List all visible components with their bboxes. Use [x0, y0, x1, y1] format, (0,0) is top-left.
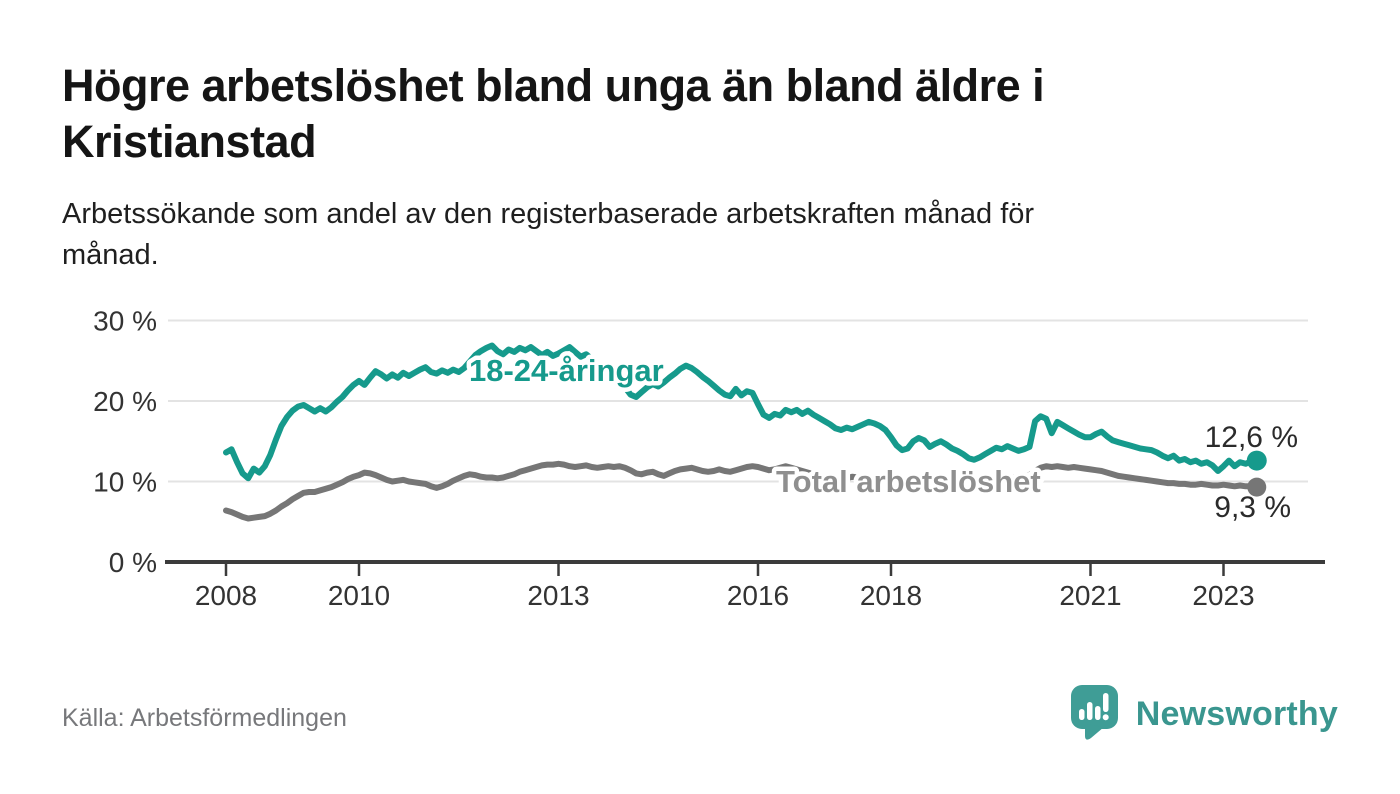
- logo-bubble-tail: [1084, 724, 1104, 740]
- logo-bubble: [1070, 685, 1118, 729]
- series-label-youth: 18-24-åringar: [469, 353, 664, 388]
- x-axis-tick-label-2010: 2010: [328, 580, 390, 611]
- x-axis-tick-label-2023: 2023: [1192, 580, 1254, 611]
- page-title-line2: Kristianstad: [62, 116, 317, 167]
- series-label-total: Total arbetslöshet: [776, 464, 1041, 499]
- end-dot-total: [1247, 477, 1267, 497]
- y-axis-tick-label-20: 20 %: [93, 386, 157, 417]
- series-line-total: [223, 460, 1260, 522]
- x-axis-tick-label-2016: 2016: [727, 580, 789, 611]
- x-axis-tick-label-2018: 2018: [860, 580, 922, 611]
- y-axis-tick-label-0: 0 %: [109, 547, 157, 578]
- newsworthy-logo-icon: [1070, 685, 1118, 740]
- page-title: Högre arbetslöshet bland unga än bland ä…: [62, 58, 1342, 170]
- newsworthy-logo: Newsworthy: [1070, 684, 1338, 744]
- newsworthy-logo-text: Newsworthy: [1135, 694, 1338, 733]
- y-axis-tick-label-10: 10 %: [93, 467, 157, 498]
- unemployment-line-chart: 0 % 10 % 20 % 30 % 2008 2010 2013 2016 2018 2021 2…: [93, 306, 1325, 611]
- end-value-label-total: 9,3 %: [1214, 491, 1291, 524]
- page-title-line1: Högre arbetslöshet bland unga än bland ä…: [62, 60, 1045, 111]
- x-axis-tick-label-2021: 2021: [1059, 580, 1121, 611]
- logo-bar-2: [1086, 702, 1093, 720]
- chart-subtitle: Arbetssökande som andel av den registerb…: [62, 194, 1342, 276]
- x-axis-tick-label-2013: 2013: [527, 580, 589, 611]
- logo-exclamation-dot: [1102, 714, 1109, 721]
- x-axis-tick-label-2008: 2008: [195, 580, 257, 611]
- chart-subtitle-line1: Arbetssökande som andel av den registerb…: [62, 198, 1035, 230]
- chart-subtitle-line2: månad.: [62, 239, 159, 271]
- logo-bar-1: [1078, 709, 1085, 720]
- end-dot-youth: [1246, 450, 1267, 471]
- source-attribution: Källa: Arbetsförmedlingen: [62, 704, 347, 732]
- logo-bar-3: [1094, 706, 1101, 720]
- end-value-label-youth: 12,6 %: [1205, 421, 1298, 454]
- logo-exclamation-bar: [1102, 693, 1109, 712]
- y-axis-tick-label-30: 30 %: [93, 306, 157, 337]
- series-line-youth: [223, 342, 1260, 482]
